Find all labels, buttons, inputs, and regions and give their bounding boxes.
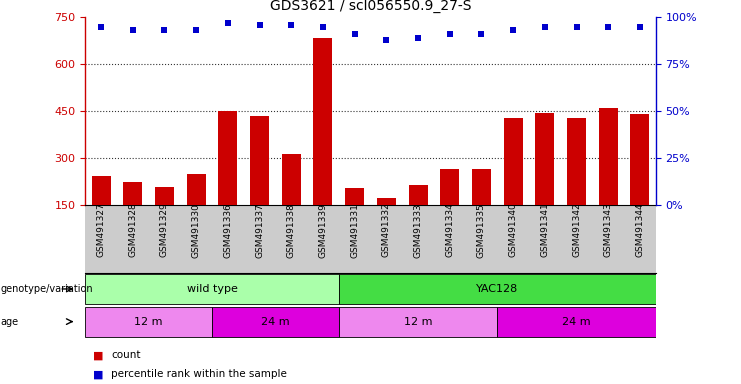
Text: wild type: wild type — [187, 284, 237, 294]
Bar — [631, 114, 649, 205]
Bar — [155, 187, 174, 205]
Text: 12 m: 12 m — [134, 316, 163, 327]
Text: ■: ■ — [93, 350, 103, 360]
Bar — [313, 38, 333, 205]
Bar — [440, 169, 459, 205]
Title: GDS3621 / scl056550.9_27-S: GDS3621 / scl056550.9_27-S — [270, 0, 471, 13]
Bar — [250, 116, 269, 205]
Bar — [567, 118, 586, 205]
Bar — [535, 113, 554, 205]
Bar — [187, 174, 206, 205]
Bar — [599, 108, 618, 205]
Bar — [85, 274, 339, 304]
Text: 12 m: 12 m — [404, 316, 432, 327]
Text: ■: ■ — [93, 369, 103, 379]
Bar — [408, 185, 428, 205]
Text: count: count — [111, 350, 141, 360]
Text: 24 m: 24 m — [261, 316, 290, 327]
Text: age: age — [1, 316, 19, 327]
Bar — [345, 188, 364, 205]
Text: YAC128: YAC128 — [476, 284, 519, 294]
Text: percentile rank within the sample: percentile rank within the sample — [111, 369, 287, 379]
Bar — [212, 306, 339, 337]
Bar — [377, 198, 396, 205]
Bar — [92, 175, 110, 205]
Bar — [497, 306, 656, 337]
Bar — [123, 182, 142, 205]
Bar — [339, 274, 656, 304]
Bar — [282, 154, 301, 205]
Bar — [472, 169, 491, 205]
Bar — [85, 306, 212, 337]
Text: genotype/variation: genotype/variation — [1, 284, 93, 294]
Bar — [504, 118, 522, 205]
Bar — [339, 306, 497, 337]
Bar — [219, 111, 237, 205]
Text: 24 m: 24 m — [562, 316, 591, 327]
